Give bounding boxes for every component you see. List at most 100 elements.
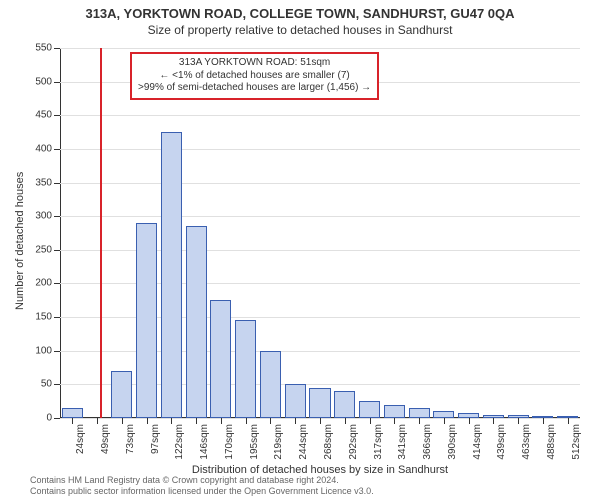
histogram-bar: [409, 408, 430, 418]
y-tick-label: 250: [35, 244, 52, 255]
y-tick: [54, 82, 60, 83]
page: 313A, YORKTOWN ROAD, COLLEGE TOWN, SANDH…: [0, 0, 600, 500]
histogram-bar: [309, 388, 330, 418]
histogram-bar: [260, 351, 281, 418]
x-tick-label: 244sqm: [298, 424, 309, 460]
page-subtitle: Size of property relative to detached ho…: [0, 21, 600, 37]
x-tick-label: 170sqm: [224, 424, 235, 460]
x-tick-label: 195sqm: [249, 424, 260, 460]
x-tick: [122, 418, 123, 424]
x-tick: [221, 418, 222, 424]
x-tick-label: 488sqm: [546, 424, 557, 460]
y-tick-label: 500: [35, 76, 52, 87]
x-tick: [370, 418, 371, 424]
y-tick: [54, 48, 60, 49]
x-tick-label: 341sqm: [397, 424, 408, 460]
x-tick-label: 439sqm: [496, 424, 507, 460]
histogram-bar: [161, 132, 182, 418]
x-tick: [97, 418, 98, 424]
y-tick: [54, 384, 60, 385]
x-tick: [568, 418, 569, 424]
y-tick: [54, 250, 60, 251]
histogram-bar: [359, 401, 380, 418]
footer-line-2: Contains public sector information licen…: [30, 486, 590, 497]
y-tick: [54, 149, 60, 150]
y-tick-label: 50: [41, 379, 52, 390]
x-tick-label: 122sqm: [174, 424, 185, 460]
x-tick-label: 146sqm: [199, 424, 210, 460]
histogram-bar: [334, 391, 355, 418]
x-tick: [419, 418, 420, 424]
x-tick-label: 97sqm: [150, 424, 161, 454]
x-tick: [394, 418, 395, 424]
y-tick-label: 300: [35, 211, 52, 222]
histogram-bar: [136, 223, 157, 418]
x-tick: [171, 418, 172, 424]
gridline-h: [60, 149, 580, 150]
y-tick: [54, 283, 60, 284]
y-tick: [54, 216, 60, 217]
gridline-h: [60, 115, 580, 116]
y-tick-label: 550: [35, 43, 52, 54]
x-tick: [345, 418, 346, 424]
y-tick: [54, 317, 60, 318]
footer: Contains HM Land Registry data © Crown c…: [30, 475, 590, 497]
y-tick: [54, 351, 60, 352]
x-tick: [543, 418, 544, 424]
y-tick: [54, 183, 60, 184]
histogram-bar: [186, 226, 207, 418]
x-tick: [246, 418, 247, 424]
histogram-bar: [210, 300, 231, 418]
x-tick-label: 366sqm: [422, 424, 433, 460]
y-tick-label: 350: [35, 177, 52, 188]
gridline-h: [60, 216, 580, 217]
callout-box: 313A YORKTOWN ROAD: 51sqm← <1% of detach…: [130, 52, 379, 100]
callout-line-1: 313A YORKTOWN ROAD: 51sqm: [138, 57, 371, 70]
x-tick-label: 512sqm: [571, 424, 582, 460]
y-axis-label: Number of detached houses: [14, 172, 26, 310]
x-tick-label: 463sqm: [521, 424, 532, 460]
histogram-bar: [235, 320, 256, 418]
x-tick: [493, 418, 494, 424]
x-tick: [196, 418, 197, 424]
histogram-bar: [285, 384, 306, 418]
gridline-h: [60, 183, 580, 184]
x-tick: [72, 418, 73, 424]
x-tick-label: 24sqm: [75, 424, 86, 454]
x-tick: [270, 418, 271, 424]
y-tick-label: 150: [35, 312, 52, 323]
y-tick-label: 100: [35, 345, 52, 356]
page-title: 313A, YORKTOWN ROAD, COLLEGE TOWN, SANDH…: [0, 0, 600, 21]
histogram-bar: [111, 371, 132, 418]
callout-line-2: ← <1% of detached houses are smaller (7): [138, 70, 371, 83]
x-tick: [320, 418, 321, 424]
y-tick: [54, 418, 60, 419]
x-tick-label: 219sqm: [273, 424, 284, 460]
chart-plot-area: 05010015020025030035040045050055024sqm49…: [60, 48, 580, 418]
marker-line: [100, 48, 102, 418]
callout-line-3: >99% of semi-detached houses are larger …: [138, 82, 371, 95]
y-tick-label: 200: [35, 278, 52, 289]
x-tick-label: 317sqm: [373, 424, 384, 460]
histogram-bar: [433, 411, 454, 418]
x-tick: [518, 418, 519, 424]
x-tick-label: 414sqm: [472, 424, 483, 460]
x-tick: [295, 418, 296, 424]
histogram-bar: [384, 405, 405, 418]
x-tick-label: 292sqm: [348, 424, 359, 460]
x-tick: [469, 418, 470, 424]
x-tick: [147, 418, 148, 424]
x-tick-label: 268sqm: [323, 424, 334, 460]
y-tick-label: 400: [35, 143, 52, 154]
gridline-h: [60, 48, 580, 49]
x-tick-label: 49sqm: [100, 424, 111, 454]
x-axis-label: Distribution of detached houses by size …: [60, 464, 580, 476]
x-tick-label: 390sqm: [447, 424, 458, 460]
histogram-bar: [62, 408, 83, 418]
footer-line-1: Contains HM Land Registry data © Crown c…: [30, 475, 590, 486]
y-tick-label: 0: [46, 413, 52, 424]
x-tick: [444, 418, 445, 424]
y-tick-label: 450: [35, 110, 52, 121]
y-tick: [54, 115, 60, 116]
x-tick-label: 73sqm: [125, 424, 136, 454]
